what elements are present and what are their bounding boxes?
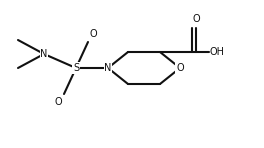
- Text: O: O: [54, 97, 62, 107]
- Text: N: N: [40, 49, 48, 59]
- Text: N: N: [104, 63, 112, 73]
- Text: OH: OH: [210, 47, 225, 57]
- Text: O: O: [192, 14, 200, 24]
- Text: O: O: [90, 29, 98, 39]
- Text: S: S: [73, 63, 79, 73]
- Text: O: O: [176, 63, 184, 73]
